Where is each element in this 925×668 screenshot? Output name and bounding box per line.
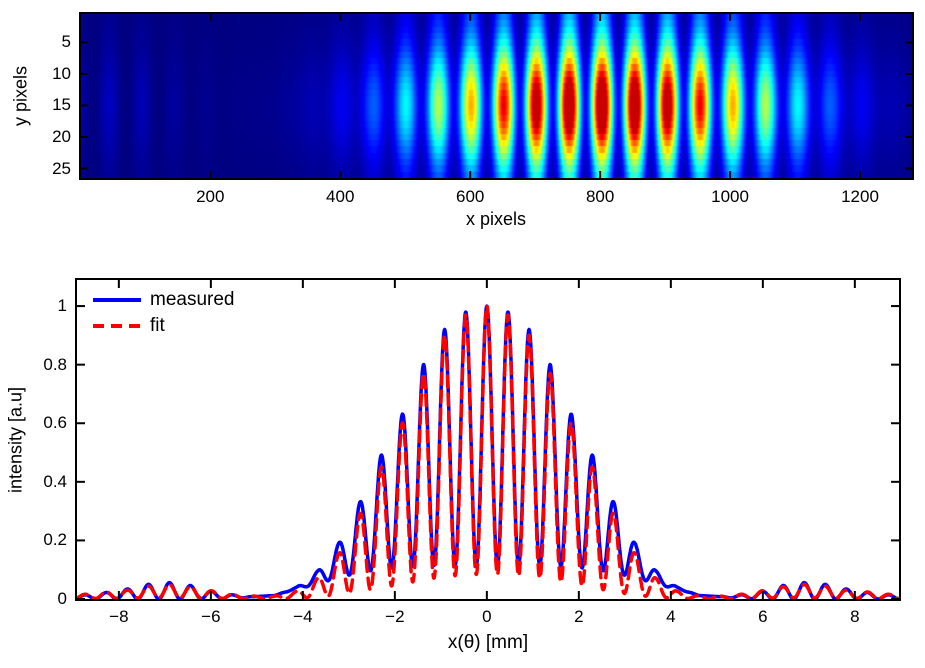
profile-x-tick-label: 2: [574, 607, 584, 626]
profile-x-tick-label: 0: [482, 607, 492, 626]
profile-x-tick-label: −2: [385, 607, 405, 626]
profile-y-tick-label: 0.4: [43, 471, 67, 491]
profile-x-tick-label: 8: [850, 607, 860, 626]
heatmap-x-tick-label: 200: [196, 187, 225, 206]
profile-x-tick-label: 6: [758, 607, 768, 626]
heatmap-y-tick-label: 10: [52, 63, 71, 83]
heatmap-y-tick-label: 15: [52, 95, 71, 115]
heatmap-x-tick-label: 400: [326, 187, 355, 206]
profile-xlabel: x(θ) [mm]: [447, 632, 529, 653]
profile-plot: [77, 280, 899, 599]
heatmap-x-tick-label: 800: [585, 187, 615, 206]
heatmap-y-tick-label: 5: [61, 32, 71, 52]
heatmap-y-tick-label: 20: [52, 127, 71, 146]
heatmap-panel: [79, 12, 914, 180]
profile-x-tick-label: 4: [666, 607, 676, 626]
heatmap-x-tick-label: 1200: [841, 187, 879, 206]
profile-y-tick-label: 0.8: [43, 354, 67, 374]
heatmap-xlabel: x pixels: [465, 209, 527, 229]
heatmap-ticks: [81, 14, 912, 178]
measured-line-sample: [93, 298, 141, 302]
heatmap-x-tick-label: 600: [455, 187, 485, 206]
legend-label-fit: fit: [150, 315, 165, 336]
legend-item-fit: fit: [93, 313, 235, 339]
profile-x-tick-label: −8: [109, 607, 129, 626]
heatmap-x-tick-label: 1000: [711, 187, 749, 206]
profile-y-tick-label: 1: [57, 296, 67, 316]
fit-line-sample: [93, 324, 141, 328]
fit-curve: [77, 304, 899, 599]
heatmap-y-tick-label: 25: [52, 158, 71, 178]
legend-label-measured: measured: [150, 289, 235, 310]
profile-y-tick-label: 0.6: [43, 413, 67, 433]
heatmap-image: [81, 14, 912, 178]
profile-x-tick-label: −6: [201, 607, 221, 626]
profile-panel: measured fit: [75, 278, 901, 601]
profile-y-tick-label: 0: [57, 589, 67, 608]
profile-x-tick-label: −4: [293, 607, 313, 626]
profile-y-tick-label: 0.2: [43, 530, 67, 550]
legend: measured fit: [93, 287, 235, 339]
legend-item-measured: measured: [93, 287, 235, 313]
